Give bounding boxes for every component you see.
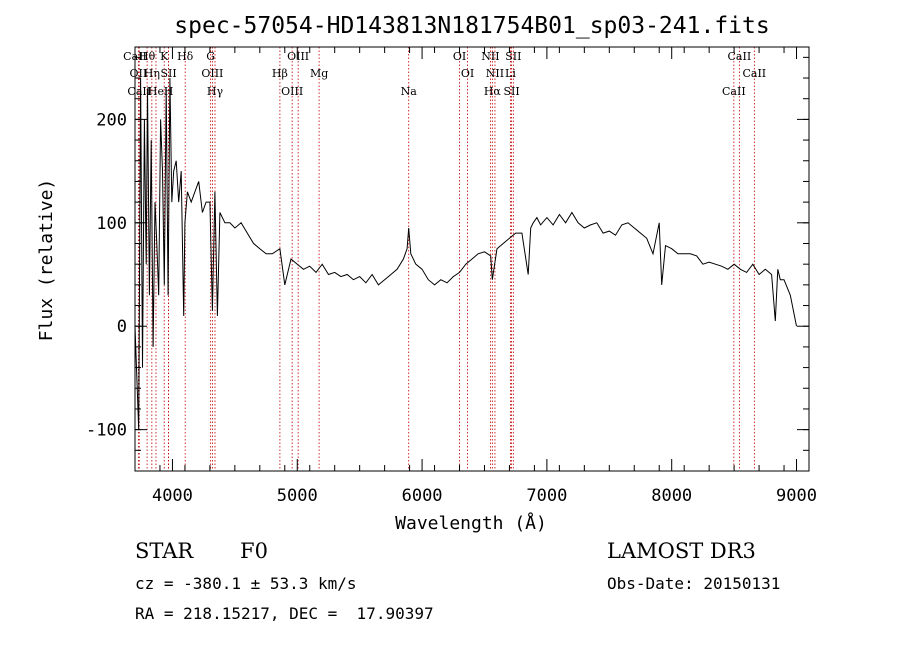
- line-label-20: Hα: [484, 85, 502, 98]
- line-label-15: OIII: [287, 50, 309, 63]
- coordinates: RA = 218.15217, DEC = 17.90397: [135, 604, 434, 623]
- line-label-4: Hη: [144, 67, 160, 80]
- line-label-6: K: [160, 50, 169, 63]
- line-label-23: SII: [503, 85, 519, 98]
- y-tick-label-3: 200: [96, 110, 127, 130]
- flux-series-line: [134, 77, 797, 430]
- line-label-1: OII: [130, 67, 148, 80]
- line-label-19: OI: [461, 67, 474, 80]
- object-subclass: F0: [240, 539, 268, 563]
- observation-date: Obs-Date: 20150131: [607, 574, 781, 593]
- line-label-24: SII: [505, 50, 521, 63]
- line-label-25: Li: [505, 67, 516, 80]
- line-label-9: Hδ: [177, 50, 194, 63]
- x-ticks: 4000 5000 6000 7000 8000 9000: [134, 47, 817, 506]
- redshift-velocity: cz = -380.1 ± 53.3 km/s: [135, 574, 357, 593]
- x-tick-label-1: 5000: [277, 486, 318, 506]
- x-tick-label-2: 6000: [402, 486, 443, 506]
- x-tick-label-3: 7000: [526, 486, 567, 506]
- y-tick-label-0: -100: [86, 421, 127, 441]
- x-tick-label-4: 8000: [651, 486, 692, 506]
- line-label-13: Hβ: [272, 67, 288, 80]
- plot-frame: [134, 46, 810, 472]
- line-label-3: Hθ: [139, 50, 156, 63]
- line-label-14: OIII: [281, 85, 303, 98]
- line-label-27: CaII: [728, 50, 752, 63]
- emission-line-markers: [134, 47, 755, 471]
- line-label-26: CaII: [722, 85, 746, 98]
- line-label-28: CaII: [742, 67, 766, 80]
- line-label-22: NII: [486, 67, 504, 80]
- line-label-17: Na: [401, 85, 418, 98]
- chart-title: spec-57054-HD143813N181754B01_sp03-241.f…: [174, 13, 769, 39]
- line-label-8: H: [164, 85, 174, 98]
- line-label-10: OIII: [201, 67, 223, 80]
- x-tick-label-0: 4000: [152, 486, 193, 506]
- x-axis-label: Wavelength (Å): [395, 512, 547, 534]
- object-class: STAR: [135, 539, 194, 563]
- line-labels: CaII OII CaII Hθ Hη He K SII H Hδ OIII Hγ G Hβ OIII OII…: [123, 50, 766, 98]
- line-label-7: SII: [160, 67, 176, 80]
- line-label-16: Mg: [310, 67, 328, 80]
- x-tick-label-5: 9000: [776, 486, 817, 506]
- line-label-12: G: [206, 50, 215, 63]
- y-ticks: -100 0 100 200: [86, 56, 809, 451]
- line-label-11: Hγ: [207, 85, 224, 98]
- y-tick-label-2: 100: [96, 214, 127, 234]
- y-tick-label-1: 0: [117, 317, 127, 337]
- line-label-5: He: [148, 85, 164, 98]
- survey-name: LAMOST DR3: [607, 539, 756, 563]
- line-label-21: NII: [481, 50, 499, 63]
- line-label-18: OI: [453, 50, 466, 63]
- y-axis-label: Flux (relative): [36, 179, 57, 342]
- line-label-2: CaII: [127, 85, 151, 98]
